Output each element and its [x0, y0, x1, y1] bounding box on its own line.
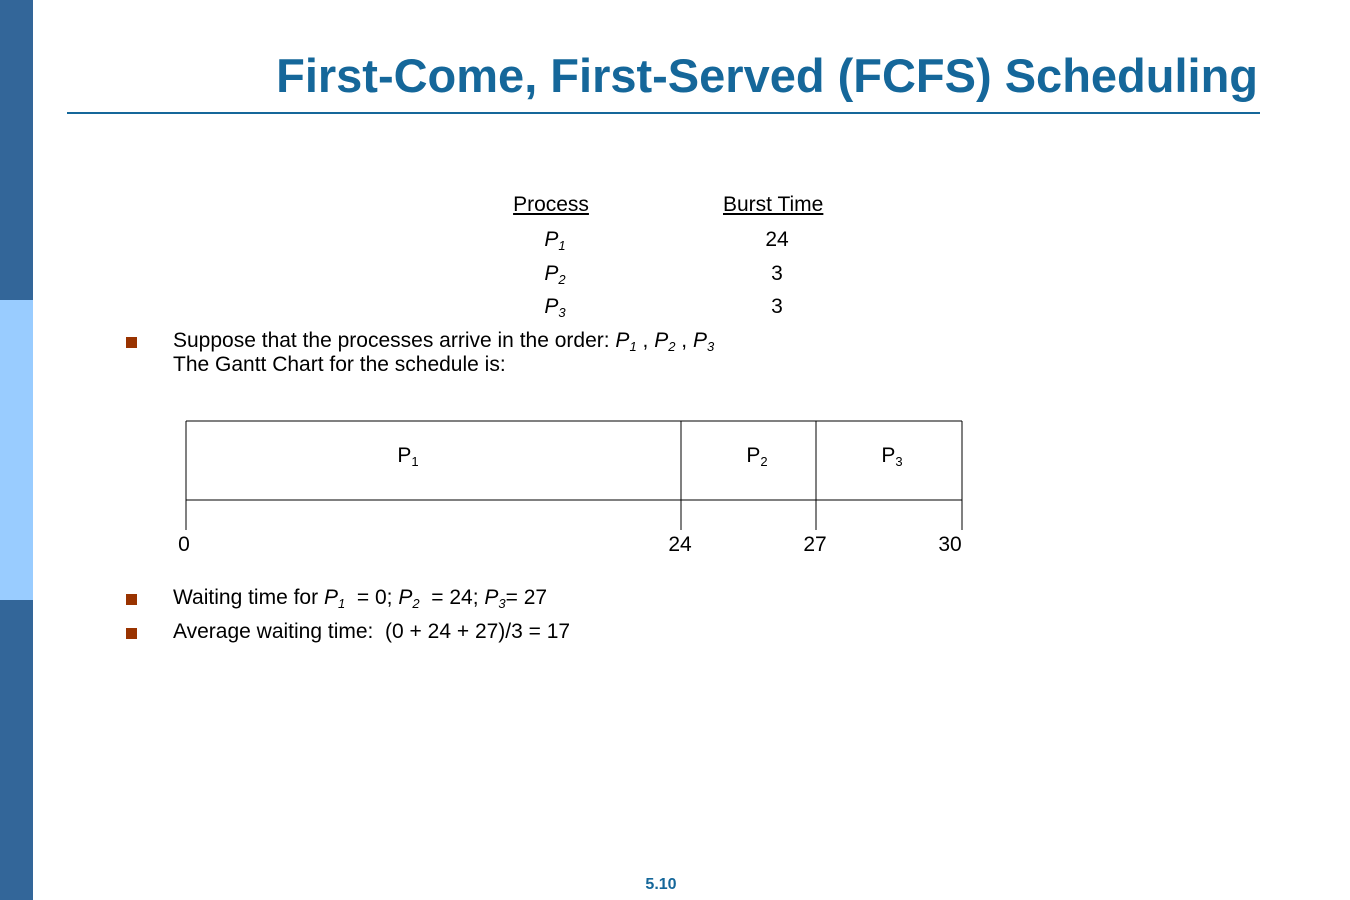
subscript: 1 [629, 339, 637, 354]
process-name: P2 [654, 329, 676, 354]
name: P [654, 329, 669, 352]
gantt-time: 30 [938, 533, 962, 556]
process-name: P2 [398, 586, 420, 611]
name: P [484, 586, 499, 609]
gantt-block-label: P1 [397, 444, 418, 468]
subscript: 3 [895, 454, 903, 469]
sidebar-highlight [0, 300, 33, 600]
gantt-time: 0 [178, 533, 190, 556]
bullet-text: Average waiting time: (0 + 24 + 27)/3 = … [173, 620, 570, 644]
name: P [746, 444, 761, 467]
bullet-marker [126, 628, 137, 639]
burst-cell: 24 [765, 228, 789, 251]
subscript: 3 [706, 339, 715, 354]
process-name: P1 [323, 586, 346, 611]
subscript: 1 [337, 596, 346, 611]
bullet-text: Suppose that the processes arrive in the… [173, 329, 714, 353]
text: Average waiting time: (0 + 24 + 27)/3 = … [173, 620, 571, 643]
gantt-time: 27 [803, 533, 827, 556]
table-header: Burst Time [723, 193, 824, 216]
process-name: P3 [692, 329, 715, 354]
subscript: 1 [558, 238, 566, 253]
name: P [398, 586, 413, 609]
process-cell: P3 [544, 295, 565, 319]
process-cell: P1 [544, 228, 565, 252]
subscript: 1 [411, 454, 419, 469]
gantt-block-label: P3 [881, 444, 902, 468]
name: P [397, 444, 412, 467]
text: Suppose that the processes arrive in the… [173, 329, 616, 352]
bullet-marker [126, 337, 137, 348]
subscript: 3 [498, 596, 506, 611]
process-name: P3 [881, 444, 903, 469]
burst-cell: 3 [771, 295, 783, 318]
text: , [675, 329, 693, 352]
text: The Gantt Chart for the schedule is: [173, 353, 506, 376]
text: Waiting time for [173, 586, 324, 609]
process-name: P1 [615, 329, 637, 354]
subscript: 2 [668, 339, 676, 354]
text: = 24; [419, 586, 485, 609]
subscript: 2 [558, 271, 566, 287]
page-number: 5.10 [645, 876, 677, 893]
process-name: P1 [397, 444, 419, 469]
text: , [636, 329, 655, 352]
bullet-text: The Gantt Chart for the schedule is: [173, 353, 506, 377]
process-cell: P2 [544, 262, 565, 286]
title-rule [67, 112, 1260, 114]
name: P [544, 261, 559, 285]
subscript: 2 [412, 596, 420, 611]
name: P [692, 329, 707, 352]
name: P [544, 295, 559, 318]
process-name: P3 [484, 586, 506, 611]
name: P [881, 444, 896, 467]
burst-cell: 3 [771, 261, 783, 285]
name: P [615, 329, 630, 352]
text: = 0; [345, 586, 399, 609]
subscript: 3 [558, 305, 566, 320]
title: First-Come, First-Served (FCFS) Scheduli… [276, 49, 1258, 102]
name: P [323, 586, 338, 609]
bullet-text: Waiting time for P1 = 0; P2 = 24; P3= 27 [173, 586, 547, 610]
process-name: P3 [544, 295, 566, 320]
table-header: Process [513, 193, 589, 216]
process-name: P2 [544, 261, 566, 287]
gantt-time: 24 [668, 533, 692, 556]
gantt-block-label: P2 [746, 444, 767, 468]
text: = 27 [505, 586, 548, 609]
bullet-marker [126, 594, 137, 605]
name: P [544, 228, 559, 251]
process-name: P1 [544, 228, 566, 253]
process-name: P2 [746, 444, 768, 469]
subscript: 2 [760, 454, 768, 469]
